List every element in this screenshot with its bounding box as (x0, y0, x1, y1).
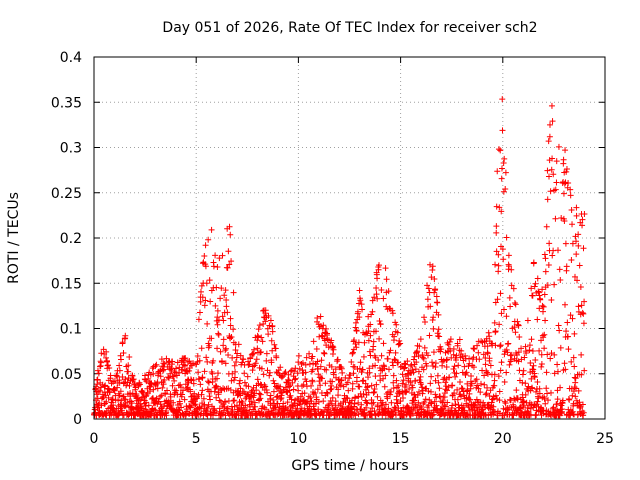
y-tick-label: 0.4 (60, 50, 82, 66)
data-points (91, 96, 588, 419)
y-tick-label: 0.1 (60, 322, 82, 338)
grid-lines (94, 57, 605, 419)
x-tick-label: 25 (596, 431, 614, 447)
y-tick-label: 0 (73, 412, 82, 428)
x-tick-label: 10 (289, 431, 307, 447)
x-tick-label: 0 (90, 431, 99, 447)
chart-title: Day 051 of 2026, Rate Of TEC Index for r… (162, 20, 537, 36)
plot-frame (93, 56, 606, 420)
y-tick-label: 0.2 (60, 231, 82, 247)
y-tick-label: 0.15 (51, 276, 82, 292)
roti-markers (91, 96, 588, 419)
x-tick-label: 15 (392, 431, 410, 447)
y-axis-label: ROTI / TECUs (6, 192, 22, 284)
x-tick-labels: 0 5 10 15 20 25 (90, 431, 614, 447)
x-tick-label: 20 (494, 431, 512, 447)
y-tick-label: 0.35 (51, 95, 82, 111)
x-axis-label: GPS time / hours (291, 458, 408, 474)
y-tick-label: 0.25 (51, 186, 82, 202)
y-tick-labels: 0 0.05 0.1 0.15 0.2 0.25 0.3 0.35 0.4 (51, 50, 82, 428)
y-tick-label: 0.3 (60, 141, 82, 157)
y-tick-label: 0.05 (51, 367, 82, 383)
x-tick-label: 5 (192, 431, 201, 447)
